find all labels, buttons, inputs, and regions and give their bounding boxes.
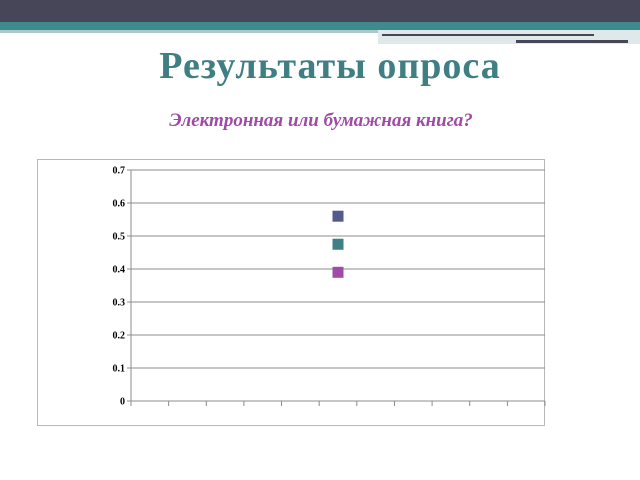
y-tick-label: 0.5 bbox=[113, 232, 126, 243]
header-decoration-line bbox=[382, 34, 594, 36]
slide-title: Результаты опроса bbox=[159, 45, 501, 87]
y-tick-label: 0.1 bbox=[113, 364, 126, 375]
y-tick-label: 0.7 bbox=[113, 166, 126, 177]
data-point bbox=[332, 210, 344, 222]
y-tick-label: 0.2 bbox=[113, 331, 126, 342]
header-band-dark bbox=[0, 0, 640, 22]
y-tick-label: 0.6 bbox=[113, 199, 126, 210]
slide-subtitle: Электронная или бумажная книга? bbox=[169, 110, 473, 131]
y-tick-label: 0 bbox=[120, 397, 125, 408]
y-tick-label: 0.4 bbox=[113, 265, 126, 276]
data-point bbox=[332, 266, 344, 278]
header-band-light bbox=[0, 30, 380, 33]
header-band-teal bbox=[0, 22, 640, 30]
y-tick-label: 0.3 bbox=[113, 298, 126, 309]
header-decoration-line bbox=[516, 40, 628, 43]
data-point bbox=[332, 238, 344, 250]
